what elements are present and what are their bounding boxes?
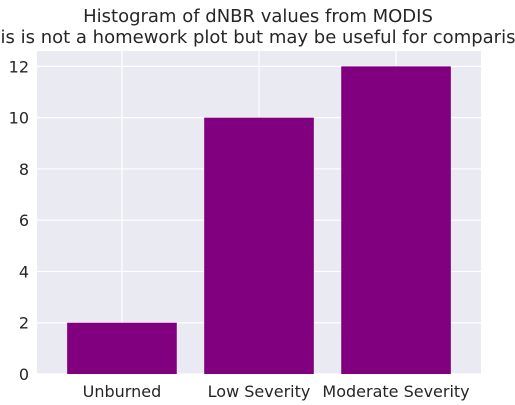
y-tick-label: 2	[19, 314, 29, 333]
y-axis-ticks: 0 2 4 6 8 10 12	[9, 57, 29, 384]
bar-unburned	[67, 322, 177, 374]
chart-subtitle: This is not a homework plot but may be u…	[0, 27, 515, 48]
y-tick-label: 12	[9, 57, 29, 76]
chart-title: Histogram of dNBR values from MODIS	[83, 6, 433, 27]
y-tick-label: 8	[19, 160, 29, 179]
y-tick-label: 0	[19, 365, 29, 384]
y-tick-label: 6	[19, 211, 29, 230]
bar-moderate-severity	[341, 66, 451, 374]
x-tick-label: Moderate Severity	[322, 382, 469, 401]
bar-low-severity	[204, 117, 314, 375]
y-tick-label: 10	[9, 109, 29, 128]
x-tick-label: Low Severity	[208, 382, 311, 401]
bars	[67, 66, 451, 375]
y-tick-label: 4	[19, 262, 29, 281]
x-tick-label: Unburned	[83, 382, 162, 401]
x-axis-ticks: Unburned Low Severity Moderate Severity	[83, 382, 470, 401]
